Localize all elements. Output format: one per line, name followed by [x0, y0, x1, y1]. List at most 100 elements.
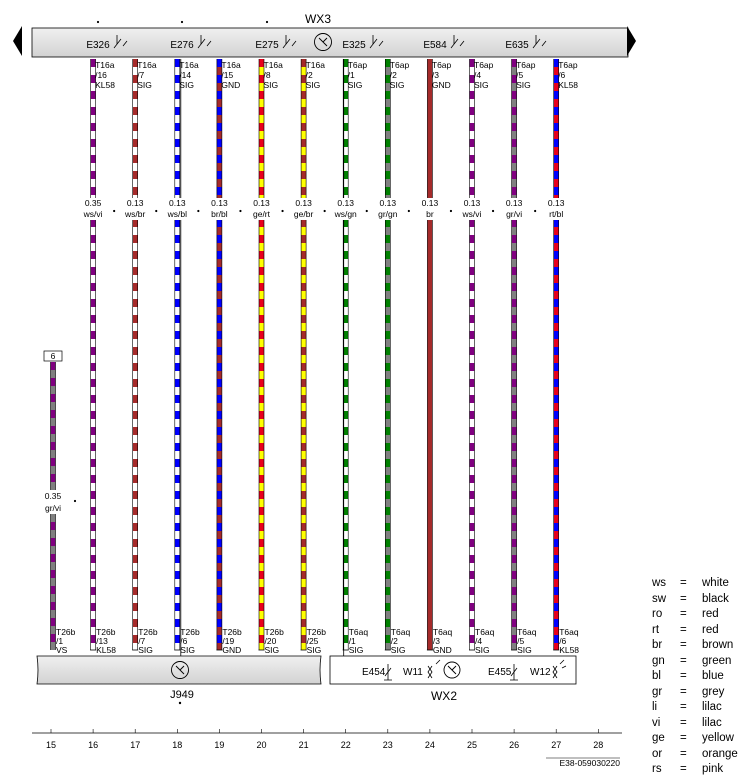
legend-row: vi = lilac — [652, 716, 738, 732]
bottom-pin-connector: T26b — [96, 627, 116, 637]
wire-gauge: 0.13 — [169, 198, 186, 208]
top-pin-connector: T16a — [221, 60, 241, 70]
wire-color-code: ws/vi — [83, 209, 103, 219]
wire-gauge: 0.13 — [337, 198, 354, 208]
legend-code: ge — [652, 732, 665, 744]
right-arrow-icon[interactable] — [627, 26, 636, 56]
legend-row: or = orange — [652, 747, 738, 763]
top-pin-signal: SIG — [474, 80, 489, 90]
bottom-pin-number: /6 — [559, 636, 566, 646]
legend-code: rs — [652, 763, 662, 775]
column-number: 19 — [214, 740, 224, 750]
bottom-pin-signal: SIG — [307, 645, 322, 655]
wire-color-code: ws/br — [124, 209, 145, 219]
wire-20 — [258, 59, 265, 650]
wire-27 — [553, 59, 560, 650]
wire-color-code: gr/vi — [506, 209, 522, 219]
bottom-pin-number: /5 — [517, 636, 524, 646]
wire-spec-15: 0.35 gr/vi — [39, 490, 67, 514]
wire-gauge: 0.13 — [127, 198, 144, 208]
wire-19 — [216, 59, 223, 650]
top-pin-number: /2 — [306, 70, 313, 80]
legend-code: ws — [652, 577, 667, 589]
bottom-pin-signal: GND — [222, 645, 241, 655]
bottom-pin-number: /6 — [180, 636, 187, 646]
wire-color-code: rt/bl — [549, 209, 563, 219]
legend-row: gr = grey — [652, 685, 738, 701]
legend-color-name: lilac — [702, 716, 722, 729]
top-pin-number: /4 — [474, 70, 481, 80]
left-arrow-icon[interactable] — [13, 26, 22, 56]
bottom-pin-signal: SIG — [349, 645, 364, 655]
legend-equals: = — [680, 701, 687, 713]
legend-equals: = — [680, 608, 687, 620]
motor-icon-right — [443, 661, 461, 679]
legend-color-name: lilac — [702, 701, 722, 713]
component-e275: E275 — [255, 35, 297, 51]
top-pin-number: /3 — [432, 70, 439, 80]
bottom-pin-number: /20 — [265, 636, 277, 646]
legend-row: ro = red — [652, 607, 738, 623]
component-e276: E276 — [170, 35, 212, 51]
component-label: E326 — [86, 40, 110, 51]
bottom-pin-signal: KL58 — [559, 645, 579, 655]
wire-16 — [90, 59, 96, 650]
bottom-pin-connector: T26b — [56, 627, 76, 637]
component-label: E276 — [170, 40, 194, 51]
component-e454: E454 — [362, 667, 386, 678]
top-pin-signal: SIG — [306, 80, 321, 90]
legend-color-name: green — [702, 654, 732, 667]
bottom-pin-connector: T6aq — [475, 627, 495, 637]
top-pin-connector: T16a — [179, 60, 199, 70]
bottom-pin-connector: T26b — [265, 627, 285, 637]
wire-21 — [300, 59, 307, 650]
legend-color-name: pink — [702, 763, 724, 775]
switch-symbol-icon — [384, 664, 518, 681]
document-id: E38-059030220 — [559, 758, 620, 768]
column-number: 15 — [46, 740, 56, 750]
component-label: E325 — [342, 40, 366, 51]
top-pin-number: /7 — [137, 70, 144, 80]
column-number: 23 — [383, 740, 393, 750]
legend-color-name: blue — [702, 670, 724, 682]
wire-color-code: gr/gn — [378, 209, 398, 219]
legend-row: br = brown — [652, 638, 738, 654]
bottom-pin-connector: T26b — [222, 627, 242, 637]
column-number: 25 — [467, 740, 477, 750]
legend-code: gr — [652, 685, 663, 698]
wire-gauge: 0.13 — [380, 198, 397, 208]
top-pin-signal: GND — [221, 80, 240, 90]
legend-color-name: white — [702, 577, 729, 589]
lamp-icon — [427, 659, 567, 679]
wire-color-code: ws/vi — [462, 209, 482, 219]
top-pin-signal: SIG — [137, 80, 152, 90]
component-e635: E635 — [505, 35, 547, 51]
legend-equals: = — [680, 763, 687, 775]
bottom-right-label: WX2 — [431, 689, 457, 703]
top-pin-number: /16 — [95, 70, 107, 80]
wire-23 — [384, 59, 391, 650]
legend-code: li — [652, 701, 658, 713]
component-e326: E326 — [86, 35, 128, 51]
bottom-pin-connector: T6aq — [559, 627, 579, 637]
bottom-pin-connector: T26b — [138, 627, 158, 637]
top-pin-number: /8 — [264, 70, 271, 80]
bottom-pin-connector: T6aq — [433, 627, 453, 637]
wire-22 — [342, 59, 349, 650]
bottom-pin-signal: SIG — [391, 645, 406, 655]
motor-icon — [171, 661, 189, 679]
bottom-pin-signal: SIG — [265, 645, 280, 655]
bottom-pin-connector: T26b — [180, 627, 200, 637]
bottom-pin-number: /1 — [349, 636, 356, 646]
bottom-pin-number: /4 — [475, 636, 482, 646]
bottom-left-unit — [36, 655, 322, 685]
top-pin-signal: SIG — [179, 80, 194, 90]
component-w12: W12 — [530, 667, 551, 678]
